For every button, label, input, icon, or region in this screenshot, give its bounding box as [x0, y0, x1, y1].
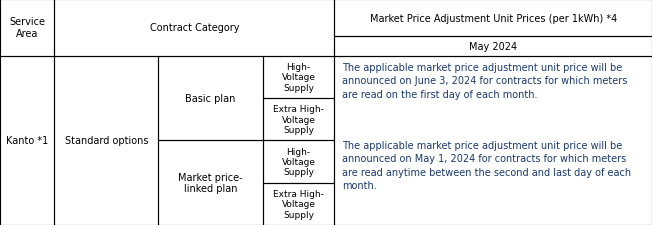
- Text: Contract Category: Contract Category: [149, 23, 239, 33]
- Text: Extra High-
Voltage
Supply: Extra High- Voltage Supply: [273, 105, 324, 134]
- Text: High-
Voltage
Supply: High- Voltage Supply: [282, 147, 316, 177]
- Bar: [158, 141, 263, 225]
- Bar: [0, 0, 54, 56]
- Bar: [263, 56, 334, 99]
- Bar: [54, 0, 334, 56]
- Bar: [54, 56, 158, 225]
- Text: The applicable market price adjustment unit price will be
announced on June 3, 2: The applicable market price adjustment u…: [342, 63, 628, 99]
- Text: Extra High-
Voltage
Supply: Extra High- Voltage Supply: [273, 189, 324, 219]
- Bar: [334, 37, 652, 56]
- Text: High-
Voltage
Supply: High- Voltage Supply: [282, 63, 316, 92]
- Bar: [263, 141, 334, 183]
- Bar: [334, 56, 652, 225]
- Text: Kanto *1: Kanto *1: [6, 136, 48, 146]
- Text: The applicable market price adjustment unit price will be
announced on May 1, 20: The applicable market price adjustment u…: [342, 141, 631, 190]
- Bar: [263, 183, 334, 225]
- Text: Market price-
linked plan: Market price- linked plan: [178, 172, 243, 194]
- Text: Basic plan: Basic plan: [185, 93, 236, 104]
- Text: Market Price Adjustment Unit Prices (per 1kWh) *4: Market Price Adjustment Unit Prices (per…: [370, 14, 617, 24]
- Bar: [158, 56, 263, 141]
- Bar: [263, 99, 334, 141]
- Text: May 2024: May 2024: [469, 42, 517, 52]
- Bar: [334, 0, 652, 37]
- Text: Service
Area: Service Area: [9, 17, 45, 39]
- Bar: [0, 56, 54, 225]
- Text: Standard options: Standard options: [65, 136, 148, 146]
